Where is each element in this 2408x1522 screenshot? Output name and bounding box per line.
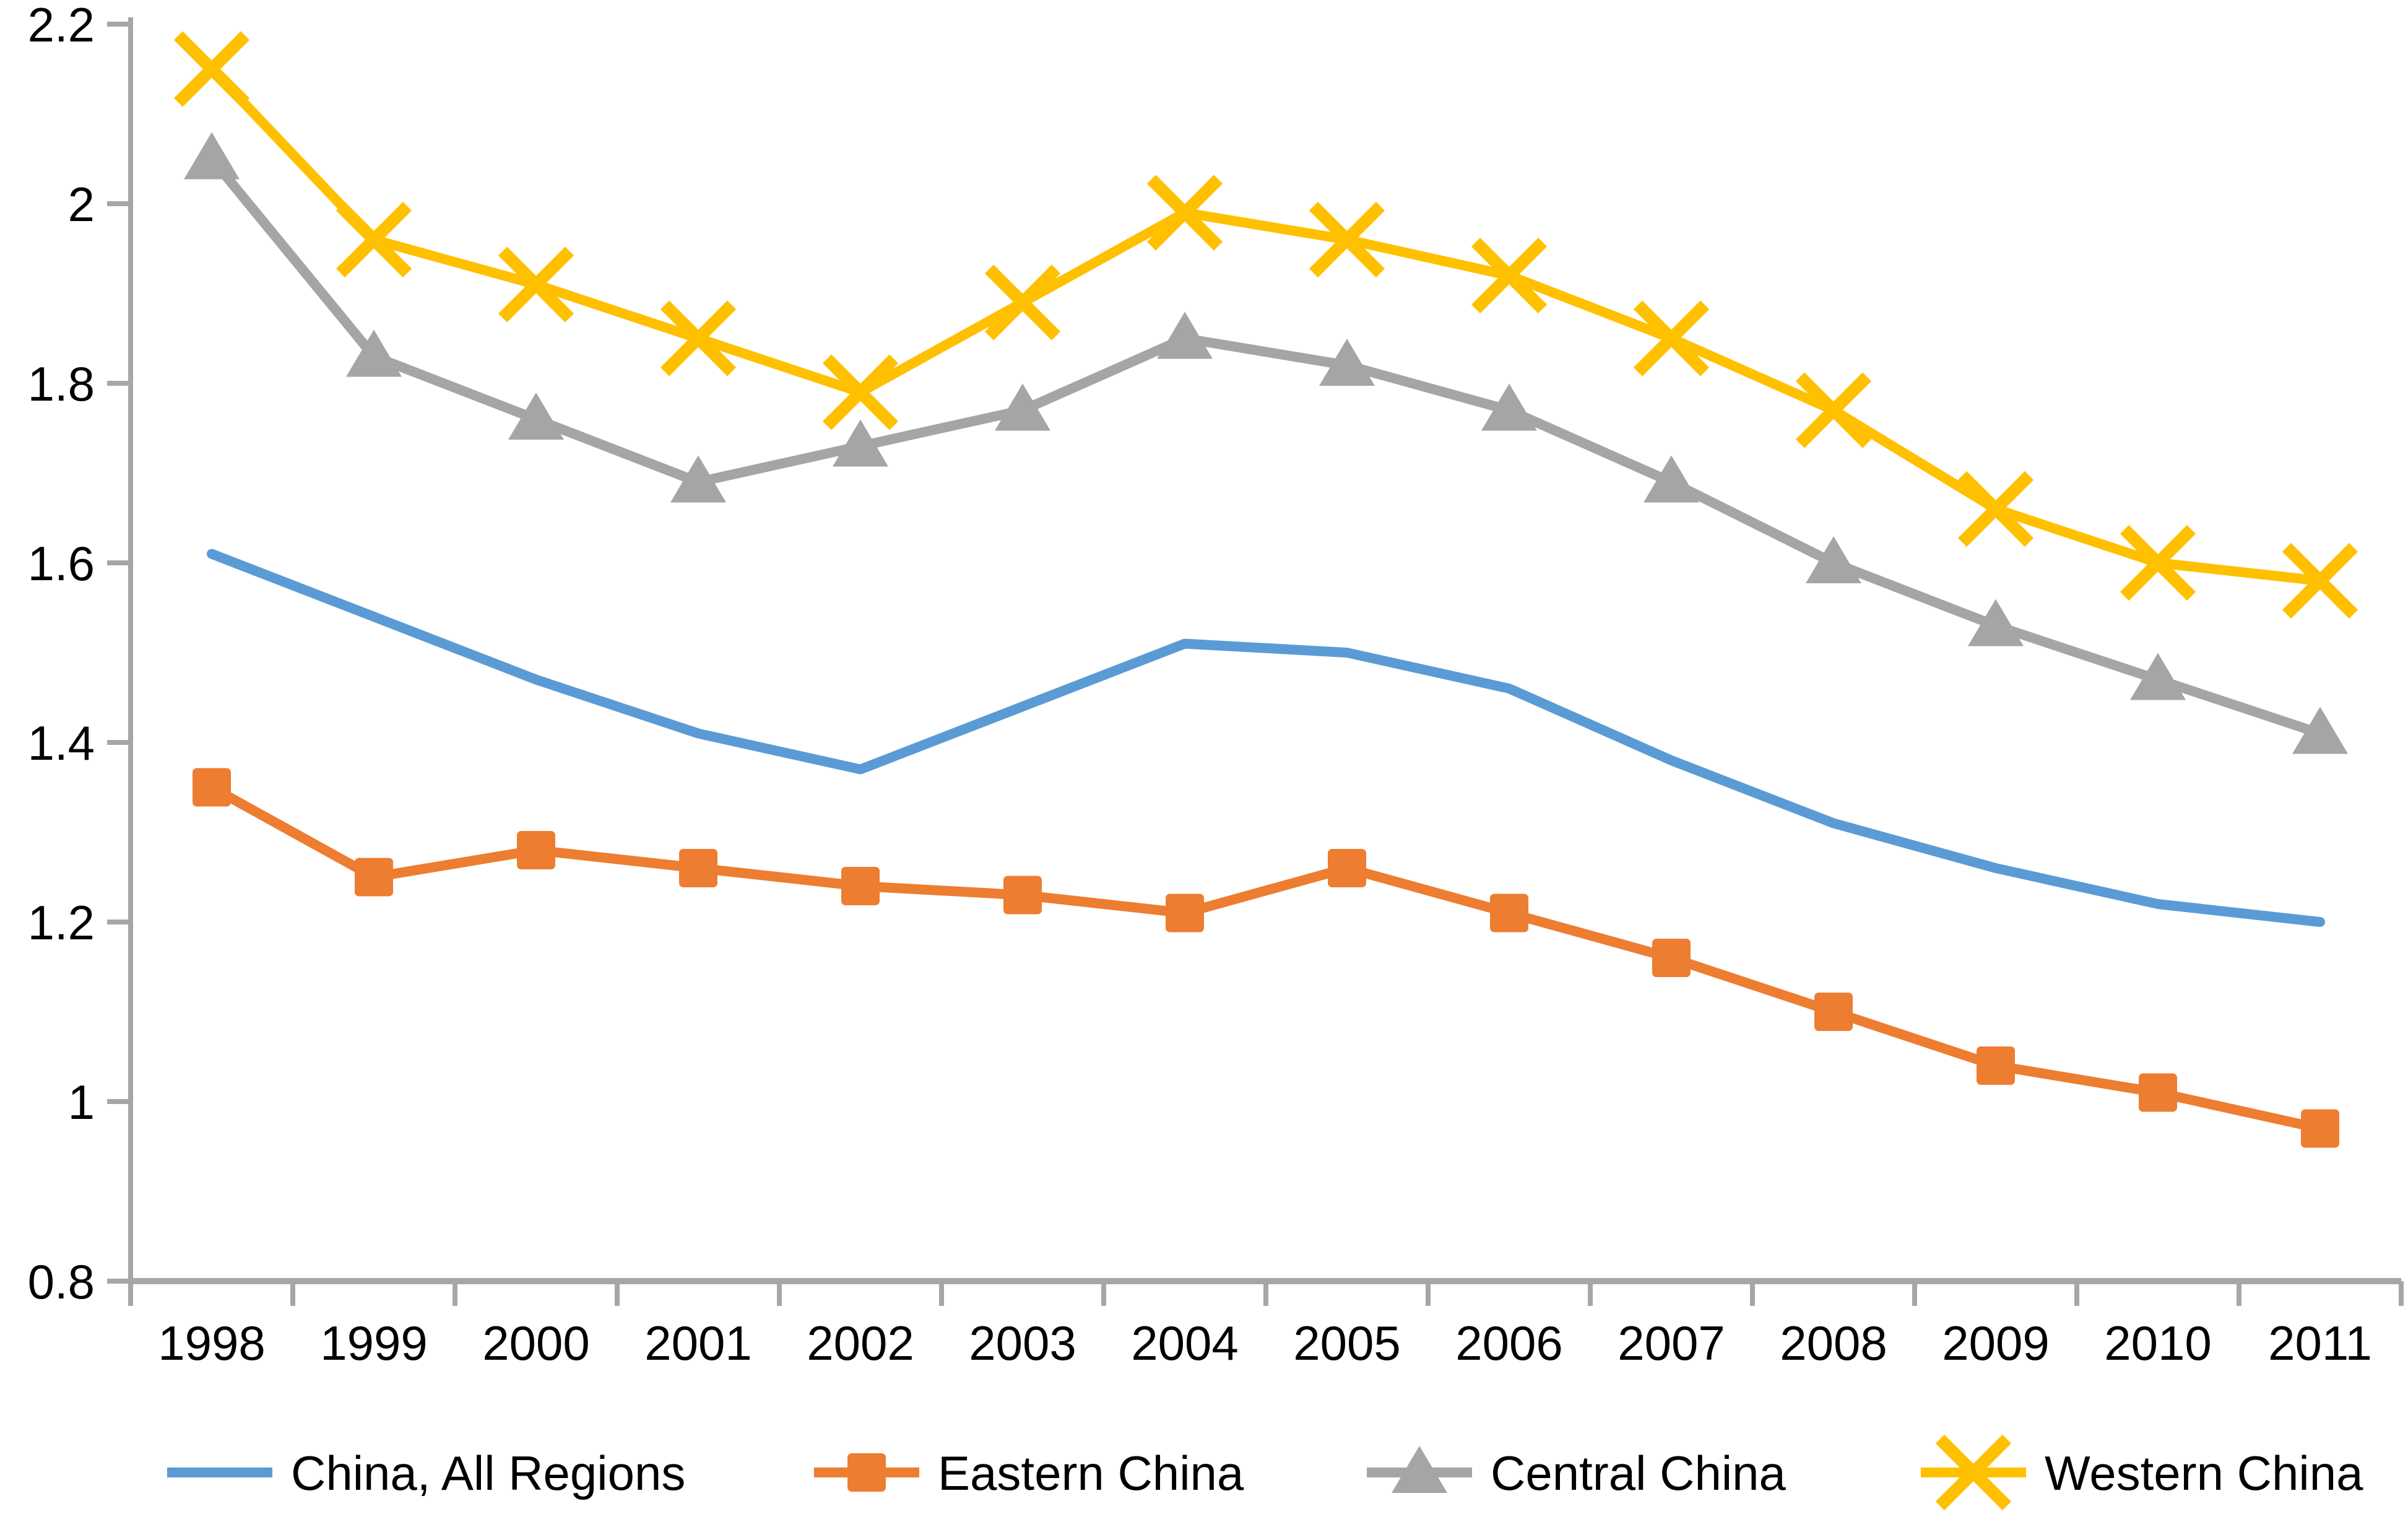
- x-tick-label: 2009: [1942, 1316, 2050, 1370]
- x-axis: 1998 1999 2000 2001 2002 2003 2004 2005 2006 2007…: [128, 1278, 2404, 1370]
- marker-square-icon: [1003, 876, 1042, 915]
- y-tick-label: 1.6: [28, 536, 95, 591]
- x-tick-label: 2004: [1131, 1316, 1239, 1370]
- x-tick-label: 1999: [320, 1316, 428, 1370]
- marker-triangle-icon: [1392, 1446, 1447, 1493]
- marker-square-icon: [2139, 1073, 2177, 1112]
- marker-square-icon: [355, 858, 393, 897]
- marker-triangle-icon: [670, 455, 726, 503]
- x-tick-label: 2002: [807, 1316, 914, 1370]
- marker-triangle-icon: [833, 419, 888, 467]
- y-tick-label: 0.8: [28, 1255, 95, 1309]
- y-tick-label: 2.2: [28, 0, 95, 52]
- marker-square-icon: [841, 867, 880, 905]
- marker-triangle-icon: [1481, 383, 1537, 431]
- marker-square-icon: [1652, 939, 1691, 977]
- x-tick-label: 2011: [2268, 1316, 2372, 1370]
- marker-square-icon: [1814, 993, 1853, 1031]
- marker-square-icon: [1328, 849, 1366, 887]
- x-tick-label: 2006: [1455, 1316, 1563, 1370]
- x-tick-label: 2000: [482, 1316, 590, 1370]
- marker-x-icon: [1633, 300, 1710, 376]
- marker-triangle-icon: [1157, 311, 1213, 359]
- marker-x-icon: [2282, 542, 2358, 619]
- series-line-china-all-regions: [207, 549, 2325, 927]
- series-line-eastern-china: [207, 782, 2325, 1134]
- marker-triangle-icon: [346, 329, 402, 377]
- legend-label: Eastern China: [938, 1446, 1244, 1500]
- marker-x-icon: [173, 31, 250, 107]
- y-tick-label: 1.8: [28, 357, 95, 411]
- marker-x-icon: [2120, 524, 2196, 601]
- series-lines: [173, 31, 2358, 1148]
- marker-square-icon: [847, 1453, 886, 1492]
- y-tick-label: 1: [68, 1075, 95, 1129]
- legend-item-western-china: Western China: [1921, 1434, 2363, 1511]
- marker-x-icon: [822, 354, 899, 430]
- series-central-china: [184, 132, 2348, 754]
- marker-x-icon: [1146, 175, 1223, 251]
- x-tick-label: 2007: [1618, 1316, 1725, 1370]
- legend-label: China, All Regions: [291, 1446, 685, 1500]
- legend-label: Western China: [2045, 1446, 2363, 1500]
- marker-square-icon: [193, 768, 231, 807]
- marker-square-icon: [679, 849, 717, 887]
- marker-square-icon: [2301, 1109, 2339, 1148]
- marker-x-icon: [498, 246, 574, 323]
- series-line-central-china: [207, 154, 2325, 739]
- x-tick-label: 1998: [158, 1316, 266, 1370]
- series-eastern-china: [193, 768, 2339, 1148]
- marker-triangle-icon: [995, 383, 1050, 431]
- marker-x-icon: [1309, 201, 1385, 278]
- marker-x-icon: [1957, 471, 2034, 547]
- y-axis: 2.2 2 1.8 1.6 1.4 1.2 1 0.8: [28, 0, 133, 1309]
- legend-item-eastern-china: Eastern China: [814, 1446, 1244, 1500]
- marker-square-icon: [1166, 894, 1204, 933]
- marker-triangle-icon: [1644, 455, 1699, 503]
- marker-triangle-icon: [1968, 599, 2024, 646]
- series-western-china: [173, 31, 2358, 619]
- marker-square-icon: [1490, 894, 1528, 933]
- legend: China, All Regions Eastern China Central C…: [167, 1434, 2363, 1511]
- x-tick-label: 2005: [1293, 1316, 1401, 1370]
- legend-item-central-china: Central China: [1367, 1446, 1787, 1500]
- x-tick-label: 2003: [969, 1316, 1076, 1370]
- marker-triangle-icon: [2130, 653, 2186, 700]
- marker-x-icon: [336, 201, 412, 278]
- y-tick-label: 1.4: [28, 716, 95, 770]
- legend-item-china-all-regions: China, All Regions: [167, 1446, 685, 1500]
- marker-x-icon: [1935, 1434, 2012, 1511]
- legend-label: Central China: [1491, 1446, 1787, 1500]
- marker-square-icon: [1977, 1046, 2015, 1085]
- marker-triangle-icon: [508, 393, 564, 440]
- series-china-all-regions: [207, 549, 2325, 927]
- series-line-western-china: [207, 64, 2325, 586]
- y-tick-label: 1.2: [28, 895, 95, 950]
- marker-triangle-icon: [2292, 707, 2348, 754]
- marker-triangle-icon: [184, 132, 240, 180]
- marker-square-icon: [517, 831, 555, 869]
- marker-triangle-icon: [1319, 339, 1375, 386]
- x-tick-label: 2010: [2104, 1316, 2212, 1370]
- x-tick-label: 2001: [644, 1316, 752, 1370]
- y-tick-label: 2: [68, 177, 95, 232]
- marker-triangle-icon: [1806, 536, 1861, 583]
- marker-x-icon: [660, 300, 737, 376]
- marker-x-icon: [1471, 237, 1548, 314]
- x-tick-label: 2008: [1780, 1316, 1887, 1370]
- marker-x-icon: [1795, 372, 1872, 448]
- marker-x-icon: [984, 264, 1061, 341]
